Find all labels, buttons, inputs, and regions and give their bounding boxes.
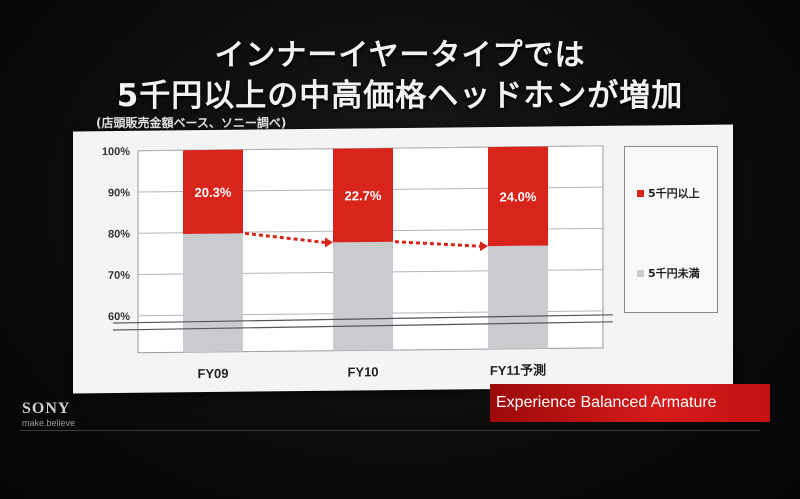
stacked-bar-chart: 100% 90% 80% 70% 60% 20.3% FY09 22.7% FY10 24.0% F… [102,145,614,381]
data-label: 22.7% [345,188,382,203]
trend-arrow-head [325,237,333,248]
legend-swatch-gray [637,269,644,277]
y-tick-label: 70% [108,270,130,282]
y-tick-label: 90% [108,187,130,199]
page-title-line-2: 5千円以上の中高価格ヘッドホンが増加 [116,78,684,114]
brand-logo-text: SONY [22,400,71,417]
axis-break-line [112,314,614,324]
legend-item-under-5000: 5千円未満 [637,265,700,281]
bar-under-5000 [183,233,243,353]
footer-banner [490,384,770,422]
data-label: 20.3% [195,185,232,200]
legend-swatch-red [637,189,644,197]
y-tick-label: 80% [108,228,130,240]
x-category-label: FY11予測 [490,363,546,379]
chart-legend: 5千円以上 5千円未満 [624,146,718,313]
trend-arrow-head [480,241,488,252]
page-title-line-1: インナーイヤータイプでは [214,38,586,73]
bar-over-5000 [183,149,243,235]
footer-divider [20,430,760,431]
legend-label: 5千円以上 [648,187,700,200]
bar-over-5000 [333,148,393,243]
bar-over-5000 [488,146,548,247]
chart-subtitle: (店頭販売金額ベース、ソニー調べ) [96,116,287,130]
gridline [138,145,603,152]
axis-break-line [112,321,614,331]
x-category-label: FY09 [197,366,228,381]
bar-under-5000 [488,245,548,350]
footer-banner-text: Experience Balanced Armature [496,394,717,411]
y-tick-label: 100% [102,146,130,158]
legend-item-over-5000: 5千円以上 [637,185,700,201]
brand-tagline: make.believe [22,418,76,428]
bar-under-5000 [333,241,393,351]
y-tick-label: 60% [108,311,130,323]
legend-label: 5千円未満 [648,267,700,280]
chart-panel: 100% 90% 80% 70% 60% 20.3% FY09 22.7% FY10 24.0% F… [73,124,733,394]
x-category-label: FY10 [347,364,378,379]
data-label: 24.0% [500,189,537,204]
trend-arrow-line [394,240,481,248]
